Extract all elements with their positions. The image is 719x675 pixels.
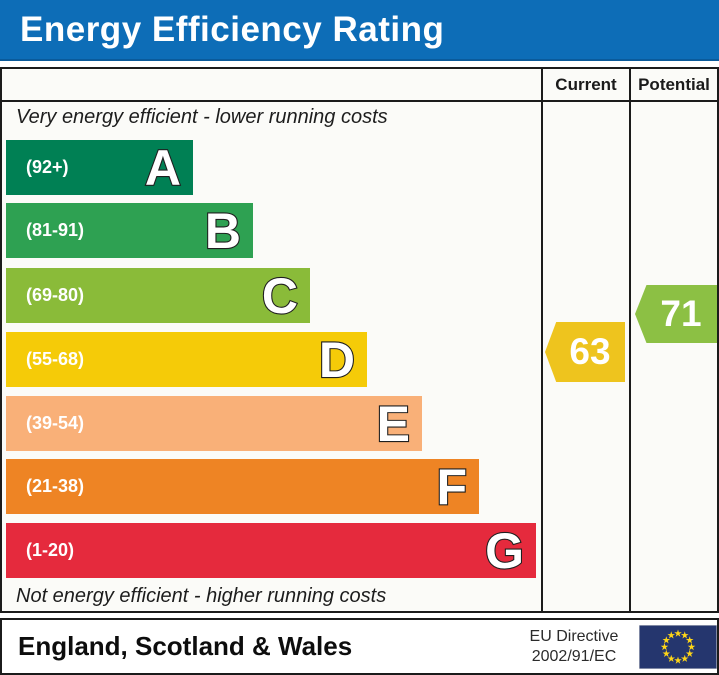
bottom-note: Not energy efficient - higher running co… — [16, 585, 387, 607]
band-range: (55-68) — [26, 349, 85, 369]
page-title: Energy Efficiency Rating — [20, 10, 445, 49]
band-letter: A — [144, 139, 182, 196]
region-label: England, Scotland & Wales — [18, 631, 353, 661]
band-c: (69-80) C — [6, 268, 310, 323]
column-divider-potential — [629, 67, 631, 613]
header-divider — [0, 100, 719, 102]
band-letter: D — [318, 331, 356, 388]
eu-directive-label: EU Directive 2002/91/EC — [514, 627, 634, 667]
eu-directive-line2: 2002/91/EC — [531, 648, 617, 665]
column-header-current: Current — [555, 75, 617, 94]
band-range: (21-38) — [26, 476, 85, 496]
band-a: (92+) A — [6, 140, 193, 195]
band-b: (81-91) B — [6, 203, 253, 258]
band-range: (69-80) — [26, 285, 85, 305]
band-letter: C — [261, 267, 299, 324]
band-d: (55-68) D — [6, 332, 367, 387]
current-rating-value: 63 — [569, 331, 611, 372]
band-e: (39-54) E — [6, 396, 422, 451]
potential-rating-marker: 71 — [635, 285, 717, 343]
top-note: Very energy efficient - lower running co… — [16, 106, 388, 128]
column-divider-current — [541, 67, 543, 613]
band-range: (92+) — [26, 157, 69, 177]
band-letter: G — [484, 522, 525, 579]
band-range: (39-54) — [26, 413, 85, 433]
band-g: (1-20) G — [6, 523, 536, 578]
band-f: (21-38) F — [6, 459, 479, 514]
band-letter: B — [204, 202, 242, 259]
potential-rating-value: 71 — [660, 293, 702, 334]
eu-directive-line1: EU Directive — [529, 628, 619, 645]
current-rating-marker: 63 — [545, 322, 625, 382]
band-range: (1-20) — [26, 540, 75, 560]
title-bar: Energy Efficiency Rating — [0, 0, 719, 61]
column-header-potential: Potential — [638, 75, 710, 94]
band-letter: F — [435, 458, 468, 515]
band-range: (81-91) — [26, 220, 85, 240]
band-letter: E — [376, 395, 412, 452]
footer: England, Scotland & Wales EU Directive 2… — [0, 618, 719, 675]
eu-flag-icon — [639, 625, 717, 669]
